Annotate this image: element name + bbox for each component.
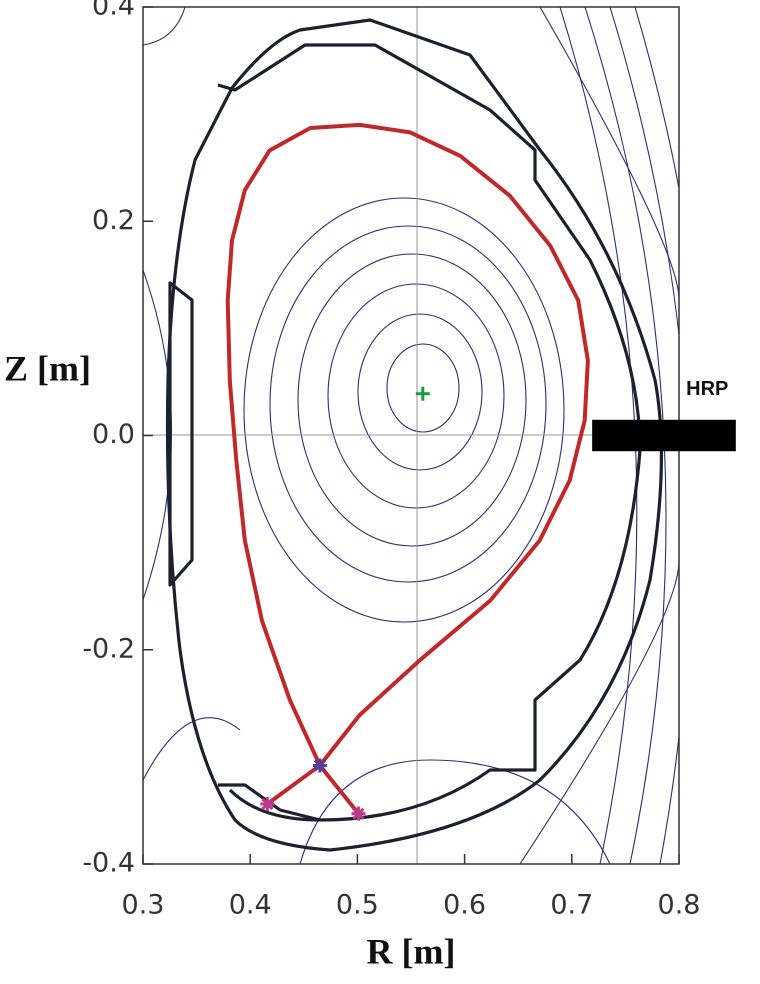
x-tick-label: 0.7 — [550, 890, 593, 921]
y-tick-label: 0.2 — [92, 205, 135, 236]
y-tick-label: 0.4 — [92, 0, 135, 22]
flux-surface — [634, 7, 679, 864]
flux-surface — [357, 313, 483, 471]
wall — [218, 783, 321, 822]
wall — [165, 18, 663, 852]
probe-label: HRP — [686, 378, 728, 400]
x-tick-label: 0.6 — [443, 890, 486, 921]
flux-surface — [539, 7, 679, 300]
x-tick-label: 0.8 — [658, 890, 701, 921]
flux-surface — [519, 560, 679, 864]
x-tick-label: 0.5 — [336, 890, 379, 921]
flux-surface — [269, 225, 547, 583]
x-tick-label: 0.3 — [122, 890, 165, 921]
flux-surface — [143, 7, 186, 46]
x-tick-label: 0.4 — [229, 890, 272, 921]
flux-surface — [327, 283, 505, 509]
flux-surface — [143, 717, 241, 781]
y-tick-label: 0.0 — [92, 419, 135, 450]
flux-surface — [297, 253, 527, 547]
flux-surface — [299, 759, 611, 864]
probe — [592, 419, 736, 452]
flux-surface — [243, 197, 565, 623]
point-marker — [260, 797, 275, 812]
marks — [225, 122, 590, 821]
point-marker — [351, 806, 366, 821]
point-marker — [312, 758, 327, 773]
y-tick-label: -0.4 — [82, 848, 135, 879]
wall — [168, 281, 194, 587]
flux-surface — [386, 343, 460, 433]
x-axis-label: R [m] — [367, 931, 456, 971]
separatrix — [318, 764, 361, 815]
separatrix — [266, 763, 322, 806]
magnetic-axis — [415, 386, 430, 401]
y-axis-label: Z [m] — [4, 348, 91, 388]
y-tick-label: -0.2 — [82, 633, 135, 664]
separatrix — [225, 122, 590, 767]
wall — [217, 43, 642, 822]
